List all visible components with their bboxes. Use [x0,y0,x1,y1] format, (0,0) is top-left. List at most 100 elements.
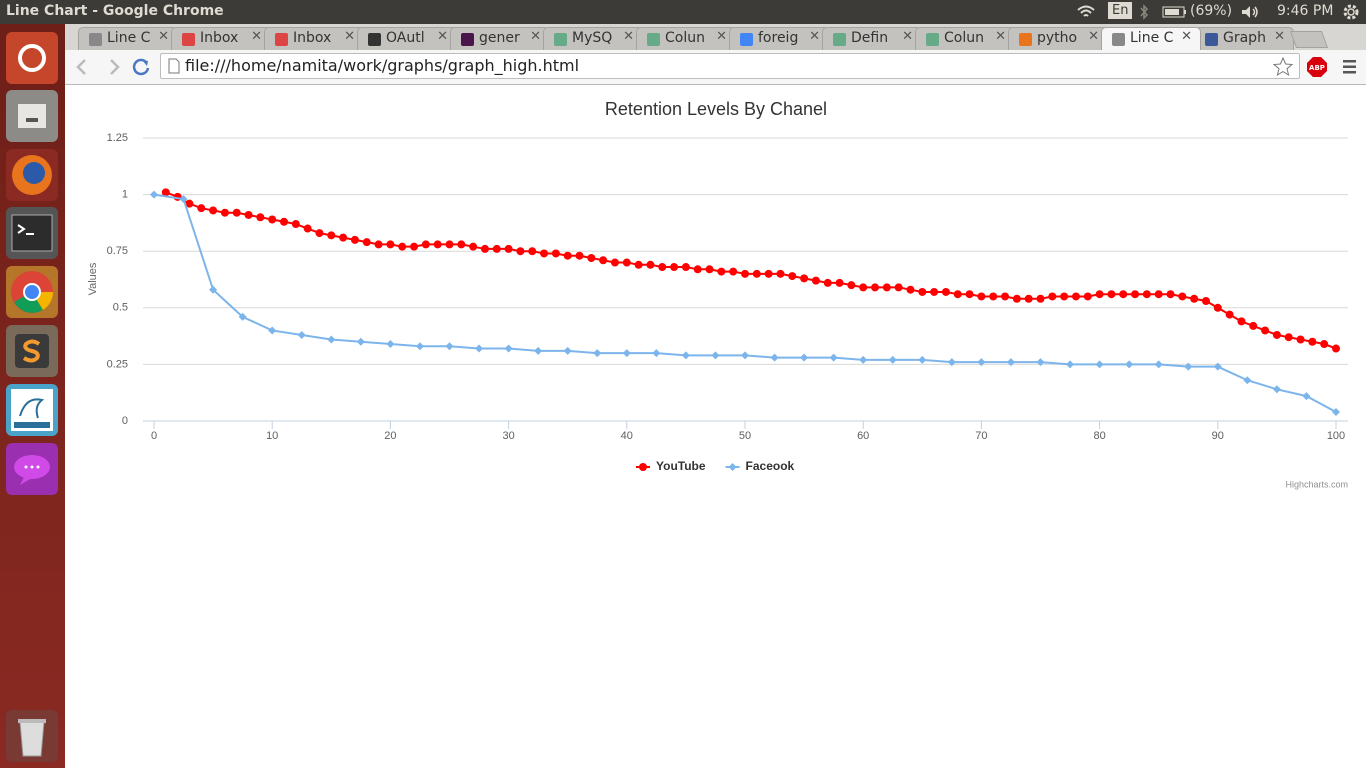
data-point [717,267,726,276]
y-tick-label: 1 [122,189,128,201]
tab-title: Colun [665,30,705,46]
tab-close[interactable]: ✕ [716,29,727,44]
browser-tab[interactable]: OAutl ✕ [357,27,457,50]
browser-tab[interactable]: gener ✕ [450,27,550,50]
trash-icon[interactable] [6,710,58,762]
data-point [622,349,631,358]
data-point [593,349,602,358]
data-point [764,269,773,278]
data-point [232,208,241,217]
data-point [711,351,720,360]
tab-favicon [740,33,753,46]
tab-close[interactable]: ✕ [1274,29,1285,44]
address-bar[interactable]: file:///home/namita/work/graphs/graph_hi… [160,53,1300,79]
clock[interactable]: 9:46 PM [1277,3,1334,19]
data-point [280,217,289,226]
browser-tab[interactable]: Defin ✕ [822,27,922,50]
data-point [977,358,986,367]
credits[interactable]: Highcharts.com [1285,479,1348,489]
tab-close[interactable]: ✕ [809,29,820,44]
tab-close[interactable]: ✕ [344,29,355,44]
tab-title: Line C [107,30,151,46]
sublime-icon[interactable] [6,325,58,377]
tab-close[interactable]: ✕ [623,29,634,44]
browser-tab[interactable]: foreig ✕ [729,27,829,50]
data-point [421,240,430,249]
browser-tab[interactable]: Line C ✕ [1101,27,1201,50]
tab-close[interactable]: ✕ [437,29,448,44]
tab-close[interactable]: ✕ [158,29,169,44]
tab-close[interactable]: ✕ [251,29,262,44]
browser-tab[interactable]: pytho ✕ [1008,27,1108,50]
new-tab-button[interactable] [1289,31,1329,48]
tab-close[interactable]: ✕ [1088,29,1099,44]
data-point [646,260,655,269]
tab-favicon [647,33,660,46]
wifi-icon[interactable] [1076,4,1096,20]
browser-tab[interactable]: Inbox ✕ [264,27,364,50]
x-tick-label: 10 [266,430,278,442]
data-point [622,258,631,267]
browser-tab[interactable]: Graph ✕ [1194,27,1294,50]
data-point [362,238,371,247]
data-point [327,335,336,344]
settings-icon[interactable] [1341,2,1361,22]
data-point [150,190,158,199]
battery-level[interactable]: (69%) [1190,3,1233,19]
mysql-workbench-icon[interactable] [6,384,58,436]
x-tick-label: 40 [621,430,633,442]
data-point [1320,340,1329,349]
y-tick-label: 0.75 [107,245,128,257]
data-point [238,312,247,321]
terminal-icon[interactable] [6,207,58,259]
nav-buttons[interactable] [71,55,156,79]
browser-tab[interactable]: Inbox ✕ [171,27,271,50]
data-point [540,249,549,258]
keyboard-indicator[interactable]: En [1108,2,1133,19]
legend-label[interactable]: Faceook [746,459,795,473]
dash-icon[interactable] [6,32,58,84]
volume-icon[interactable] [1240,4,1260,20]
bluetooth-icon[interactable] [1139,4,1149,20]
tab-close[interactable]: ✕ [995,29,1006,44]
data-point [906,285,915,294]
y-tick-label: 0.25 [107,358,128,370]
menu-button[interactable] [1342,58,1358,76]
adblock-button[interactable]: ABP [1306,56,1328,78]
data-point [610,258,619,267]
x-tick-label: 0 [151,430,157,442]
browser-tab[interactable]: Colun ✕ [636,27,736,50]
battery-icon[interactable] [1162,5,1188,19]
series-line [165,191,1337,350]
x-tick-label: 60 [857,430,869,442]
data-point [1095,290,1104,299]
tab-close[interactable]: ✕ [1181,29,1192,44]
tab-favicon [1019,33,1032,46]
x-tick-label: 100 [1327,430,1345,442]
x-tick-label: 20 [384,430,396,442]
data-point [1131,290,1140,299]
data-point [1083,292,1092,301]
legend-label[interactable]: YouTube [656,459,706,473]
data-point [965,290,974,299]
bookmark-star[interactable] [1273,57,1293,77]
messaging-icon[interactable] [6,443,58,495]
url[interactable]: file:///home/namita/work/graphs/graph_hi… [185,56,580,75]
data-point [800,353,809,362]
chrome-icon[interactable] [6,266,58,318]
browser-tab[interactable]: Colun ✕ [915,27,1015,50]
tab-title: Line C [1130,30,1174,46]
data-point [1166,290,1175,299]
data-point [386,240,395,249]
tab-favicon [368,33,381,46]
firefox-icon[interactable] [6,149,58,201]
tab-title: gener [479,30,520,46]
browser-tab[interactable]: Line C ✕ [78,27,178,50]
legend-symbol [639,463,647,471]
tab-favicon [461,33,474,46]
tab-close[interactable]: ✕ [902,29,913,44]
data-point [859,355,868,364]
browser-tab[interactable]: MySQ ✕ [543,27,643,50]
files-icon[interactable] [6,90,58,142]
tab-close[interactable]: ✕ [530,29,541,44]
